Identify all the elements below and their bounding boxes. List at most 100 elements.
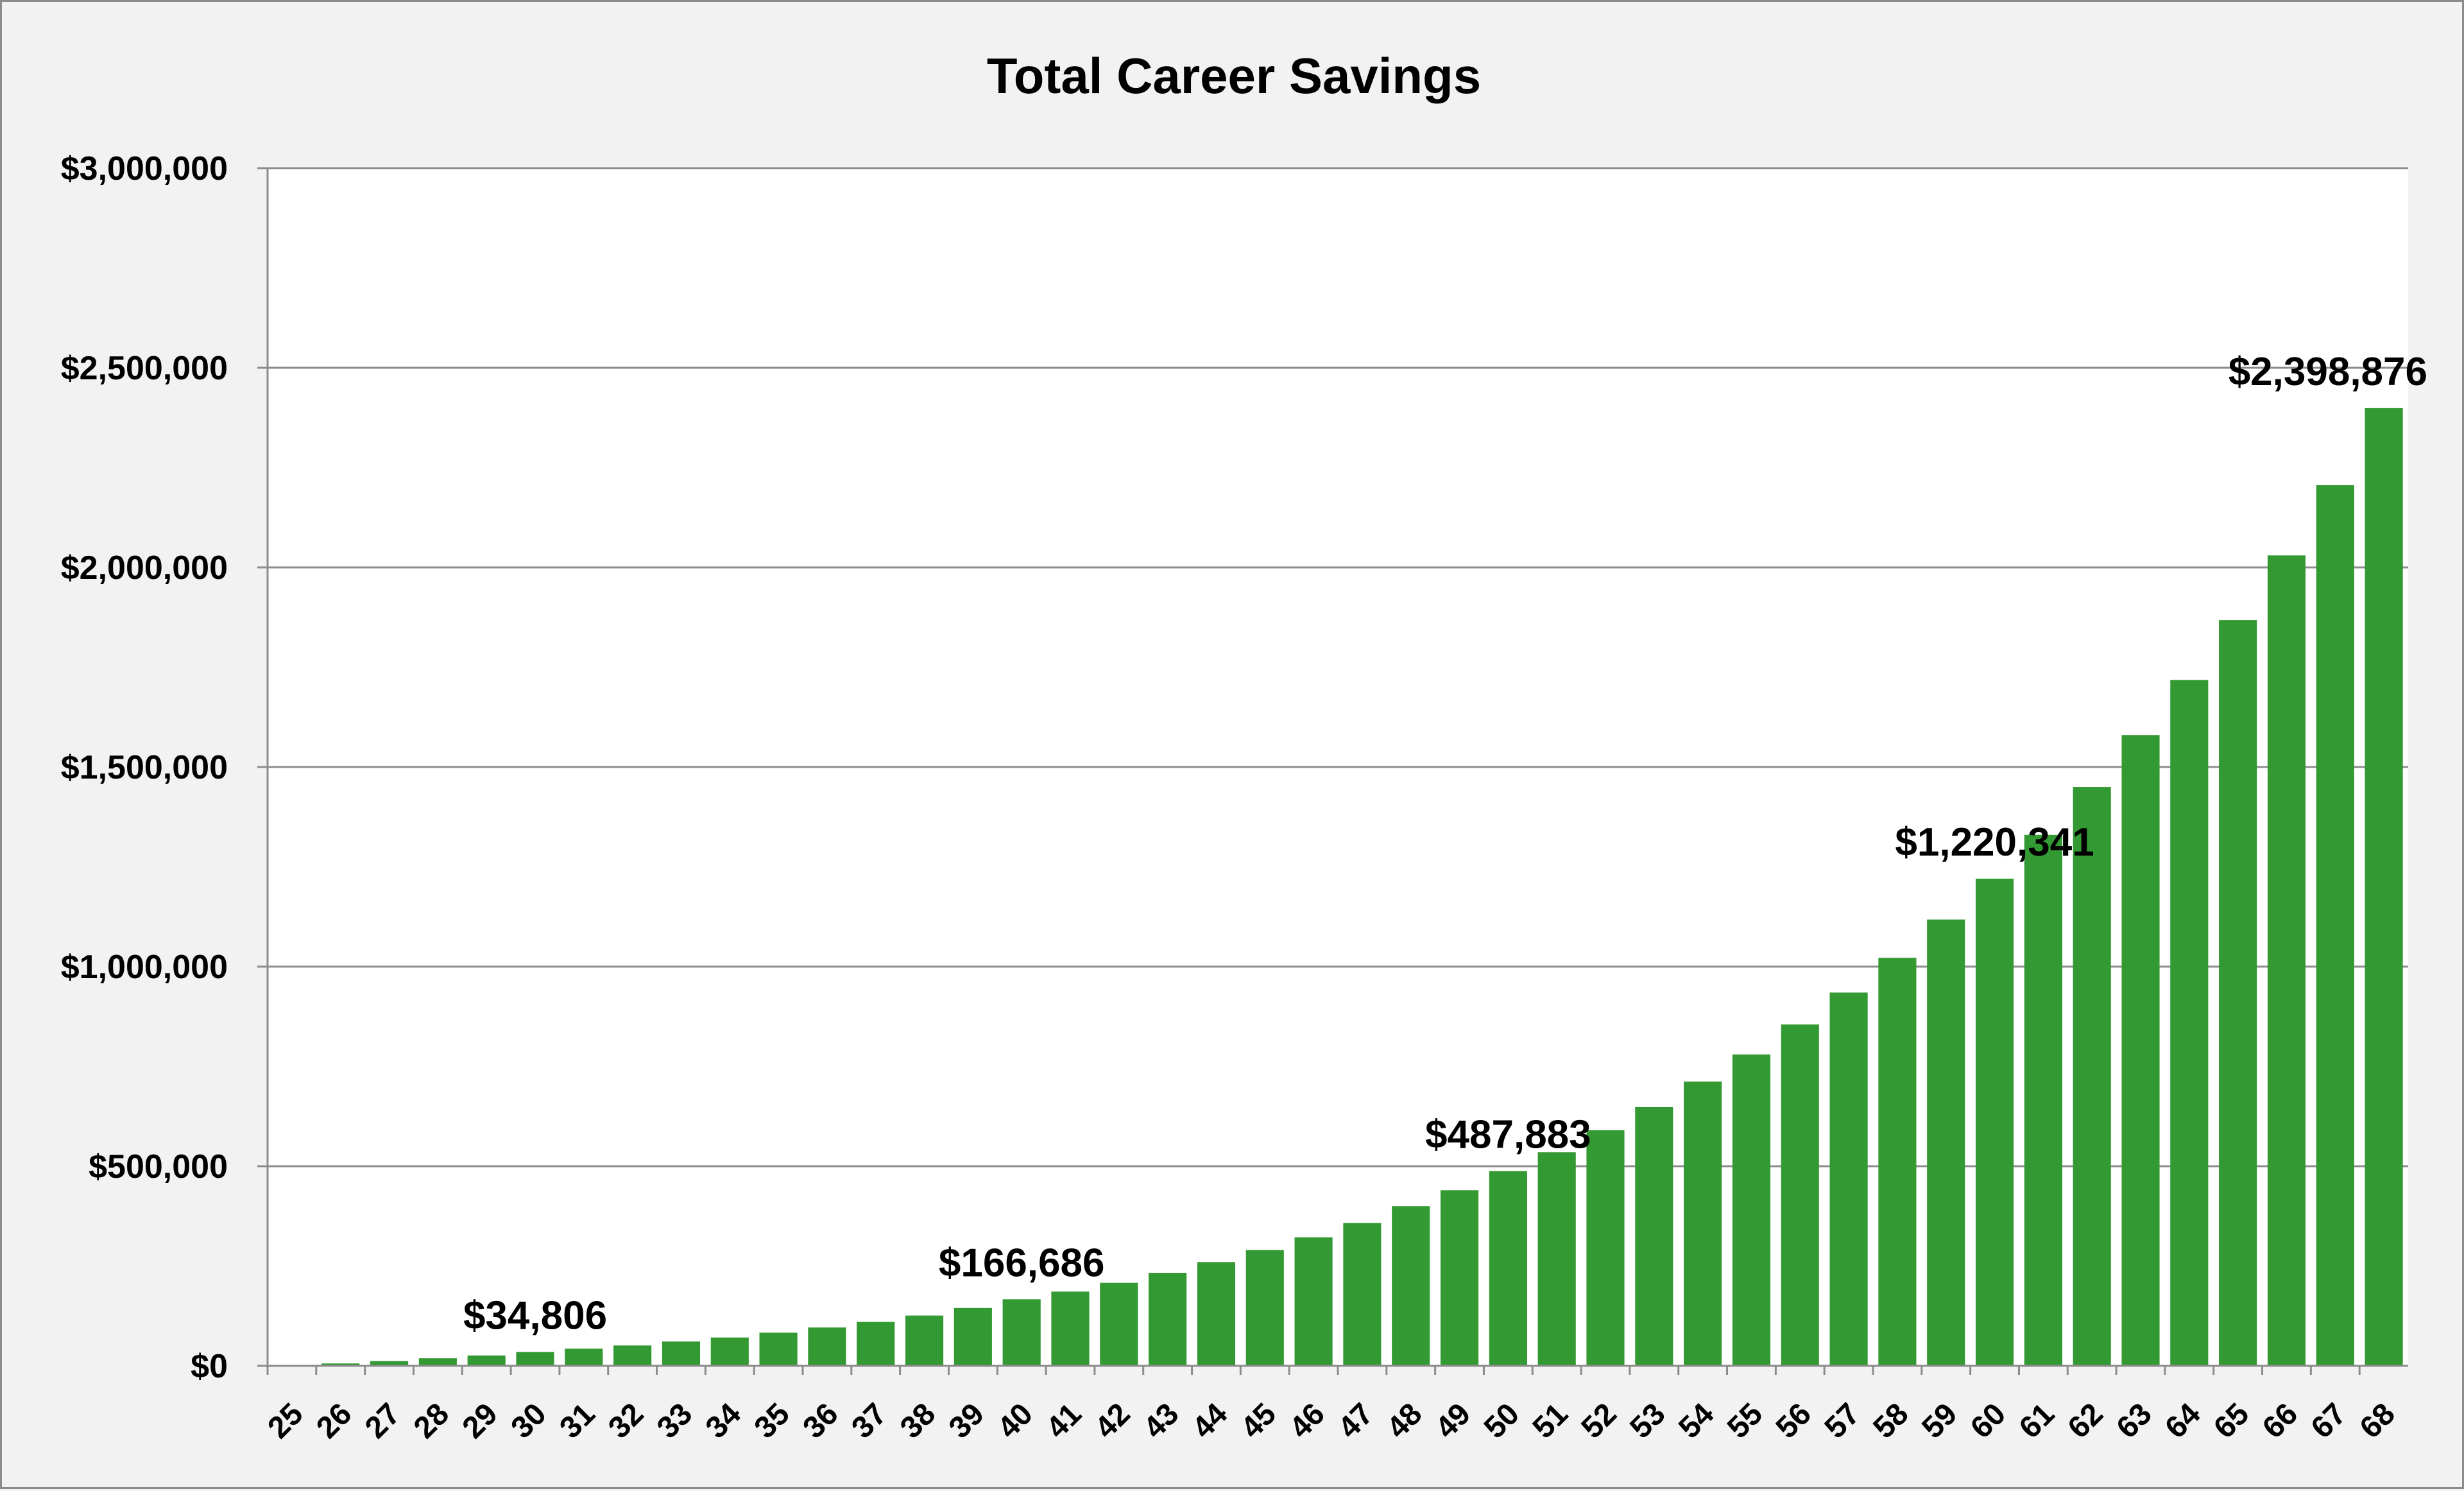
bar xyxy=(857,1322,895,1366)
x-tick-label: 28 xyxy=(407,1397,456,1445)
y-tick-label: $2,500,000 xyxy=(61,350,228,387)
x-tick-label: 60 xyxy=(1964,1397,2012,1445)
bar xyxy=(1489,1171,1527,1366)
x-tick-label: 52 xyxy=(1575,1397,1623,1445)
bar xyxy=(2121,735,2160,1366)
data-labels: $34,806 $166,686 $487,883 $1,220,341 $2,398,… xyxy=(463,350,2427,1338)
data-label: $487,883 xyxy=(1425,1113,1591,1157)
x-tick-label: 43 xyxy=(1137,1397,1185,1445)
x-tick-label: 56 xyxy=(1770,1397,1818,1445)
bar xyxy=(808,1327,846,1366)
bar xyxy=(1343,1223,1382,1366)
bar xyxy=(2267,555,2306,1366)
y-tick-label: $500,000 xyxy=(89,1148,228,1185)
bar xyxy=(321,1363,360,1366)
data-label: $1,220,341 xyxy=(1895,820,2094,865)
x-tick-label: 26 xyxy=(310,1397,358,1445)
y-axis: $0 $500,000 $1,000,000 $1,500,000 $2,000,000… xyxy=(61,150,268,1385)
x-tick-label: 61 xyxy=(2013,1397,2061,1445)
bar xyxy=(1002,1299,1041,1366)
x-tick-label: 44 xyxy=(1186,1397,1234,1445)
bar xyxy=(954,1307,992,1366)
y-tick-label: $0 xyxy=(191,1348,228,1385)
x-tick-label: 27 xyxy=(359,1397,407,1445)
x-tick-label: 37 xyxy=(845,1397,893,1445)
bar xyxy=(710,1337,749,1366)
bar xyxy=(1197,1262,1236,1366)
bar xyxy=(2073,787,2111,1366)
bar xyxy=(1149,1273,1187,1366)
bar xyxy=(565,1349,603,1366)
x-tick-label: 35 xyxy=(748,1397,796,1445)
x-tick-label: 39 xyxy=(943,1397,991,1445)
x-tick-label: 32 xyxy=(602,1397,650,1445)
x-tick-label: 64 xyxy=(2159,1397,2207,1445)
y-tick-label: $1,000,000 xyxy=(61,949,228,986)
data-label: $34,806 xyxy=(463,1293,607,1338)
bar xyxy=(1684,1082,1722,1366)
x-tick-label: 67 xyxy=(2305,1397,2353,1445)
bar xyxy=(467,1355,506,1366)
bar xyxy=(1392,1206,1430,1366)
bar xyxy=(2219,620,2257,1366)
bar xyxy=(1975,878,2014,1366)
x-tick-label: 68 xyxy=(2354,1397,2402,1445)
x-tick-label: 51 xyxy=(1527,1397,1575,1445)
x-tick-label: 36 xyxy=(796,1397,844,1445)
x-tick-label: 40 xyxy=(991,1397,1040,1445)
bar xyxy=(613,1345,652,1366)
y-tick-label: $3,000,000 xyxy=(61,150,228,187)
bar xyxy=(2365,408,2403,1366)
data-label: $2,398,876 xyxy=(2229,350,2427,394)
bar xyxy=(370,1361,409,1366)
x-tick-label: 29 xyxy=(456,1397,504,1445)
bar xyxy=(1781,1024,1819,1366)
bar xyxy=(662,1341,701,1366)
x-tick-label: 42 xyxy=(1088,1397,1136,1445)
x-tick-label: 59 xyxy=(1915,1397,1964,1445)
bar xyxy=(2316,485,2354,1366)
bar xyxy=(1537,1152,1576,1366)
y-tick-label: $2,000,000 xyxy=(61,549,228,587)
bar xyxy=(1245,1250,1284,1366)
x-tick-label: 25 xyxy=(261,1397,309,1445)
x-tick-label: 54 xyxy=(1672,1397,1720,1445)
bar xyxy=(1732,1054,1771,1366)
x-axis: 25 26 27 28 29 30 31 32 33 34 35 36 37 38 39 40 41 42 43 44… xyxy=(261,1366,2402,1445)
x-tick-label: 30 xyxy=(505,1397,553,1445)
bar xyxy=(1294,1237,1333,1366)
bar xyxy=(905,1315,944,1366)
x-tick-label: 55 xyxy=(1721,1397,1769,1445)
x-tick-label: 31 xyxy=(553,1397,601,1445)
x-tick-label: 62 xyxy=(2062,1397,2110,1445)
chart-title: Total Career Savings xyxy=(987,47,1481,104)
x-tick-label: 34 xyxy=(699,1397,748,1445)
bar xyxy=(1878,958,1917,1366)
bar xyxy=(1635,1107,1673,1366)
x-tick-label: 46 xyxy=(1283,1397,1331,1445)
bar xyxy=(1829,992,1868,1366)
x-tick-label: 33 xyxy=(651,1397,699,1445)
bar xyxy=(2170,680,2209,1366)
bar xyxy=(2024,834,2062,1366)
x-tick-label: 50 xyxy=(1478,1397,1526,1445)
x-tick-label: 49 xyxy=(1429,1397,1477,1445)
bar xyxy=(1051,1291,1090,1366)
x-tick-label: 38 xyxy=(894,1397,942,1445)
bar xyxy=(1586,1130,1625,1366)
bar xyxy=(1927,919,1965,1366)
bar xyxy=(1100,1282,1138,1366)
bar xyxy=(1440,1190,1479,1366)
x-tick-label: 41 xyxy=(1040,1397,1088,1445)
x-tick-label: 66 xyxy=(2256,1397,2304,1445)
x-tick-label: 47 xyxy=(1331,1397,1380,1445)
bars xyxy=(321,408,2403,1366)
bar xyxy=(418,1358,457,1366)
x-tick-label: 53 xyxy=(1623,1397,1672,1445)
x-tick-label: 58 xyxy=(1867,1397,1915,1445)
x-tick-label: 63 xyxy=(2110,1397,2159,1445)
x-tick-label: 45 xyxy=(1235,1397,1283,1445)
x-tick-label: 57 xyxy=(1818,1397,1867,1445)
